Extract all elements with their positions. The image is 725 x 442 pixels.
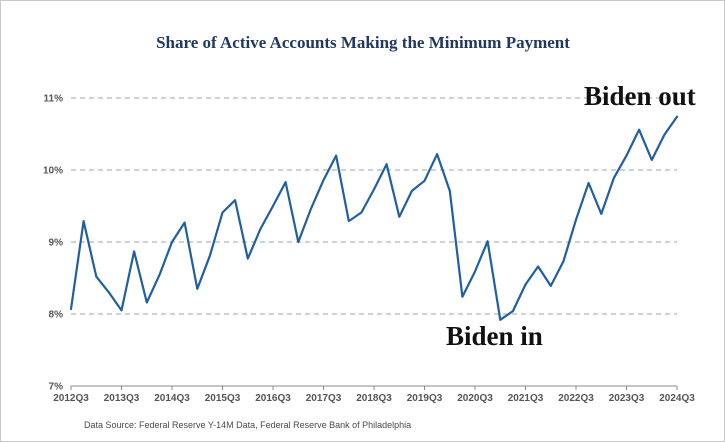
series-layer: [69, 115, 679, 321]
y-axis-ticks: 7% 8% 9% 10% 11%: [43, 94, 63, 393]
x-tick-label: 2021Q3: [508, 393, 544, 404]
x-tick-label: 2022Q3: [558, 393, 594, 404]
x-tick-label: 2014Q3: [154, 393, 190, 404]
x-tick-label: 2016Q3: [255, 393, 291, 404]
annotation-biden-out: Biden out: [584, 81, 696, 111]
x-tick-label: 2012Q3: [53, 393, 89, 404]
x-tick-label: 2015Q3: [205, 393, 241, 404]
x-tick-label: 2024Q3: [659, 393, 695, 404]
grid-lines: [71, 97, 677, 315]
x-tick-label: 2023Q3: [609, 393, 645, 404]
x-tick-label: 2019Q3: [407, 393, 443, 404]
y-tick-label: 8%: [49, 310, 64, 321]
y-tick-label: 7%: [49, 382, 64, 393]
annotation-biden-in: Biden in: [446, 321, 543, 351]
series-line-0: [69, 115, 679, 321]
y-tick-label: 10%: [43, 166, 63, 177]
y-tick-label: 9%: [49, 238, 64, 249]
y-tick-label: 11%: [44, 94, 64, 105]
x-tick-label: 2013Q3: [104, 393, 140, 404]
data-source-note: Data Source: Federal Reserve Y-14M Data,…: [84, 420, 411, 430]
x-tick-label: 2017Q3: [306, 393, 342, 404]
x-tick-label: 2018Q3: [356, 393, 392, 404]
chart-title: Share of Active Accounts Making the Mini…: [156, 33, 570, 52]
x-tick-label: 2020Q3: [457, 393, 493, 404]
x-axis-ticks: 2012Q3 2013Q3 2014Q3 2015Q3 2016Q3 2017Q3 2018…: [53, 386, 695, 404]
